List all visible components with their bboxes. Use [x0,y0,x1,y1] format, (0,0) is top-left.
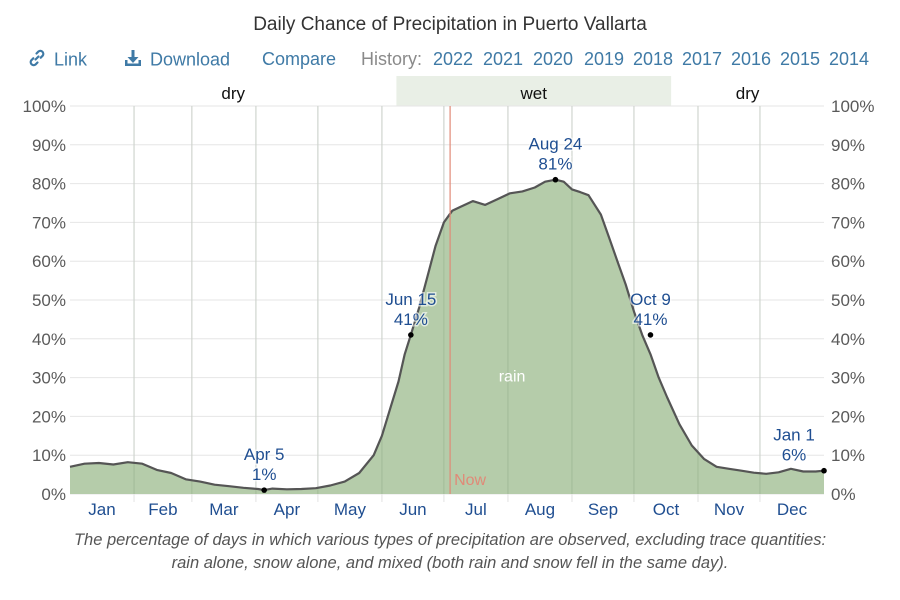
x-tick-dec: Dec [777,500,808,519]
y-tick-left: 10% [32,446,66,465]
y-tick-right: 80% [831,175,865,194]
x-tick-jan: Jan [88,500,115,519]
x-tick-jul: Jul [465,500,487,519]
history-year-2020[interactable]: 2020 [533,49,574,69]
y-tick-right: 90% [831,136,865,155]
y-tick-left: 20% [32,407,66,426]
annotation-point [261,487,267,493]
download-button[interactable]: Download [124,49,230,72]
history-year-2014[interactable]: 2014 [829,49,870,69]
now-marker: Now [449,106,487,494]
y-tick-right: 60% [831,252,865,271]
annotation-value: 41% [633,310,667,329]
y-tick-right: 70% [831,213,865,232]
link-icon [28,49,46,72]
download-label: Download [150,49,231,70]
season-label-wet: wet [520,84,548,103]
history-year-2015[interactable]: 2015 [780,49,821,69]
x-tick-aug: Aug [525,500,555,519]
annotation-date: Aug 24 [529,135,583,154]
history-year-2022[interactable]: 2022 [433,49,474,69]
y-tick-left: 90% [32,136,66,155]
history-year-2016[interactable]: 2016 [731,49,772,69]
annotation-date: Oct 9 [630,290,671,309]
annotation-date: Jun 15 [385,290,436,309]
season-bands: dry wet dry [221,76,760,106]
series-label-rain: rain [499,368,526,385]
axes: 0% 0% 10% 10% 20% 20% 30% 30% 40% 40% 50% 50% 60% 60%… [23,97,875,519]
y-tick-left: 30% [32,369,66,388]
chart-caption: The percentage of days in which various … [73,531,827,572]
y-tick-left: 40% [32,330,66,349]
download-icon [124,49,142,72]
y-tick-left: 80% [32,175,66,194]
y-tick-right: 40% [831,330,865,349]
rain-area-group: rain [69,106,825,494]
history-year-2017[interactable]: 2017 [682,49,723,69]
x-tick-mar: Mar [209,500,239,519]
history-year-2021[interactable]: 2021 [483,49,524,69]
link-button[interactable]: Link [28,49,87,72]
annotation-point [647,332,654,338]
annotation-point [821,467,827,474]
history-year-2019[interactable]: 2019 [584,49,625,69]
toolbar: Link Download Compare History: 2022 2021… [0,49,900,73]
annotation-value: 6% [782,446,807,465]
chart-title: Daily Chance of Precipitation in Puerto … [253,14,647,35]
now-label: Now [454,472,486,489]
y-tick-left: 0% [41,485,66,504]
y-tick-right: 30% [831,369,865,388]
y-tick-right: 100% [831,97,874,116]
x-tick-jun: Jun [399,500,426,519]
x-tick-may: May [334,500,367,519]
x-tick-sep: Sep [588,500,618,519]
x-tick-feb: Feb [148,500,177,519]
y-tick-right: 20% [831,407,865,426]
history-label: History: [361,49,423,69]
season-label-dry: dry [736,84,760,103]
season-label-dry: dry [221,84,245,103]
link-label: Link [54,49,88,70]
annotation-date: Apr 5 [244,445,285,464]
annotation-point [552,176,559,183]
x-tick-apr: Apr [274,500,301,519]
y-tick-right: 0% [831,485,856,504]
y-tick-left: 70% [32,213,66,232]
y-tick-left: 50% [32,291,66,310]
x-tick-oct: Oct [653,500,680,519]
x-tick-nov: Nov [714,500,745,519]
y-tick-right: 10% [831,446,865,465]
annotation-date: Jan 1 [773,426,815,445]
annotation-value: 81% [538,155,572,174]
rain-area [70,179,824,494]
season-band-wet [396,76,672,106]
annotation-value: 41% [394,310,428,329]
y-tick-left: 100% [23,97,66,116]
y-tick-right: 50% [831,291,865,310]
grid [70,105,824,502]
annotation-value: 1% [252,465,277,484]
annotation-point [408,332,414,338]
y-tick-left: 60% [32,252,66,271]
history-year-2018[interactable]: 2018 [633,49,674,69]
compare-button[interactable]: Compare [262,49,337,69]
rain-line [69,178,825,492]
